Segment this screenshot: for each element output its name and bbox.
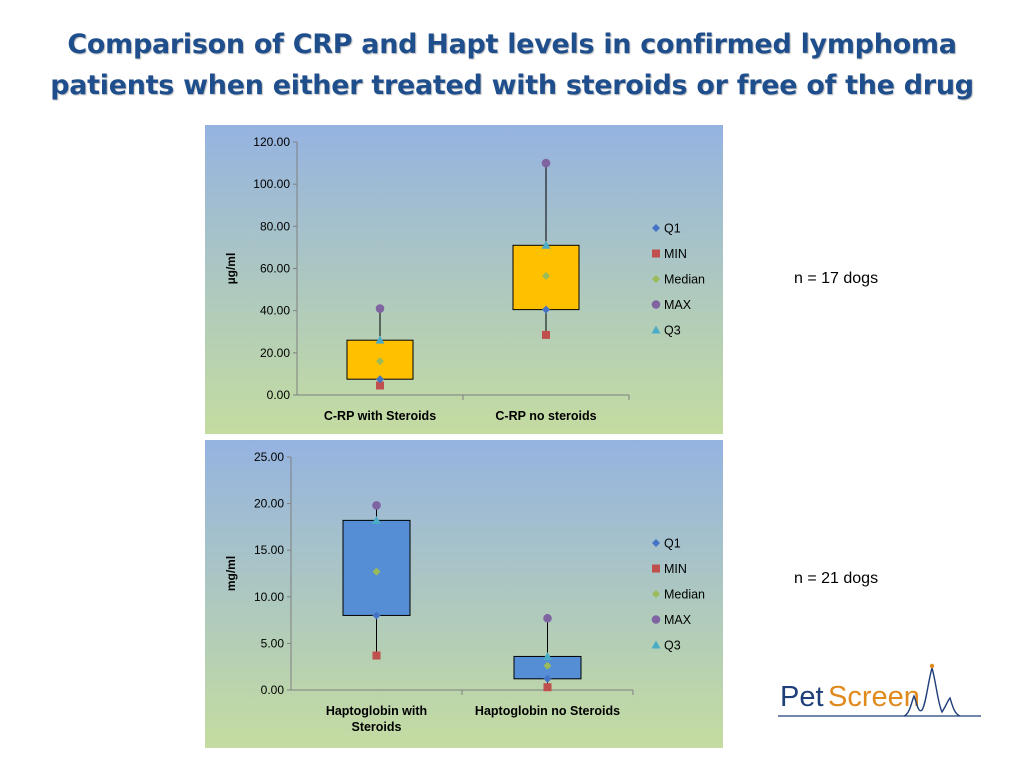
haptoglobin-chart-svg: 0.00 5.00 10.00 15.00 20.00 25.00 mg/ml Haptogl… [205,440,723,748]
legend-marker-q1 [652,224,660,232]
point-q1 [376,375,384,384]
petscreen-logo: Pet Screen [776,660,986,720]
x-tick-label: Steroids [351,720,401,734]
legend-marker-min [652,249,660,258]
point-median [376,357,384,366]
y-tick-label: 25.00 [254,450,284,464]
crp-chart-svg: 0.00 20.00 40.00 60.00 80.00 100.00 120.00 µg/m… [205,125,723,434]
logo-text-pet: Pet [780,681,824,713]
legend-label: Q1 [664,222,681,236]
point-max [375,304,385,313]
legend-label: Median [664,588,705,602]
y-tick-label: 40.00 [260,304,290,318]
point-q1 [542,305,550,314]
point-min [376,381,384,390]
point-q3 [375,335,385,344]
point-q3 [541,240,551,249]
crp-chart: 0.00 20.00 40.00 60.00 80.00 100.00 120.00 µg/m… [205,125,723,434]
y-tick-label: 15.00 [254,543,284,557]
logo-dot-icon [929,663,935,669]
legend-marker-min [652,564,660,573]
haptoglobin-chart: 0.00 5.00 10.00 15.00 20.00 25.00 mg/ml Haptogl… [205,440,723,748]
point-q1 [543,674,552,683]
y-tick-label: 120.00 [253,135,290,149]
point-q3 [372,515,381,524]
sample-size-note-crp: n = 17 dogs [794,270,879,287]
y-axis-title: mg/ml [224,556,238,591]
y-axis-title: µg/ml [224,253,238,285]
point-q1 [372,611,381,620]
x-tick-label: C-RP with Steroids [324,409,436,423]
y-tick-label: 100.00 [253,177,290,191]
point-median [372,567,381,576]
point-max [541,158,551,168]
y-tick-label: 20.00 [254,497,284,511]
legend-marker-q1 [652,539,660,547]
y-tick-label: 10.00 [254,590,284,604]
y-tick-label: 80.00 [260,219,290,233]
y-tick-label: 0.00 [261,683,285,697]
legend-marker-max [651,300,661,309]
legend-label: MAX [664,613,692,627]
legend-label: MIN [664,247,687,261]
legend-label: Median [664,273,705,287]
title-line-1: Comparison of CRP and Hapt levels in con… [67,29,957,60]
legend-marker-q3 [651,640,661,649]
sample-size-note-hapt: n = 21 dogs [794,570,879,587]
point-max [543,613,552,623]
legend-marker-median [652,275,660,283]
point-min [542,330,550,339]
legend-label: MIN [664,562,687,576]
point-min [372,651,381,660]
point-median [543,661,552,670]
x-tick-label: Haptoglobin with [326,704,427,718]
x-tick-label: Haptoglobin no Steroids [475,704,620,718]
legend-marker-q3 [651,325,661,334]
chart-background [205,125,723,434]
y-tick-label: 0.00 [267,388,291,402]
y-tick-label: 60.00 [260,262,290,276]
legend-label: Q1 [664,537,681,551]
legend-label: Q3 [664,639,681,653]
legend-marker-median [652,590,660,598]
title-line-2: patients when either treated with steroi… [50,70,974,101]
y-tick-label: 20.00 [260,346,290,360]
legend-marker-max [651,615,661,624]
logo-text-screen: Screen [828,681,920,713]
page-title: Comparison of CRP and Hapt levels in con… [20,24,1004,106]
y-tick-label: 5.00 [261,636,285,650]
legend-label: MAX [664,298,692,312]
legend-label: Q3 [664,324,681,338]
x-tick-label: C-RP no steroids [495,409,596,423]
point-min [543,683,552,692]
point-max [372,501,381,510]
point-median [542,271,550,280]
point-q3 [543,651,552,660]
